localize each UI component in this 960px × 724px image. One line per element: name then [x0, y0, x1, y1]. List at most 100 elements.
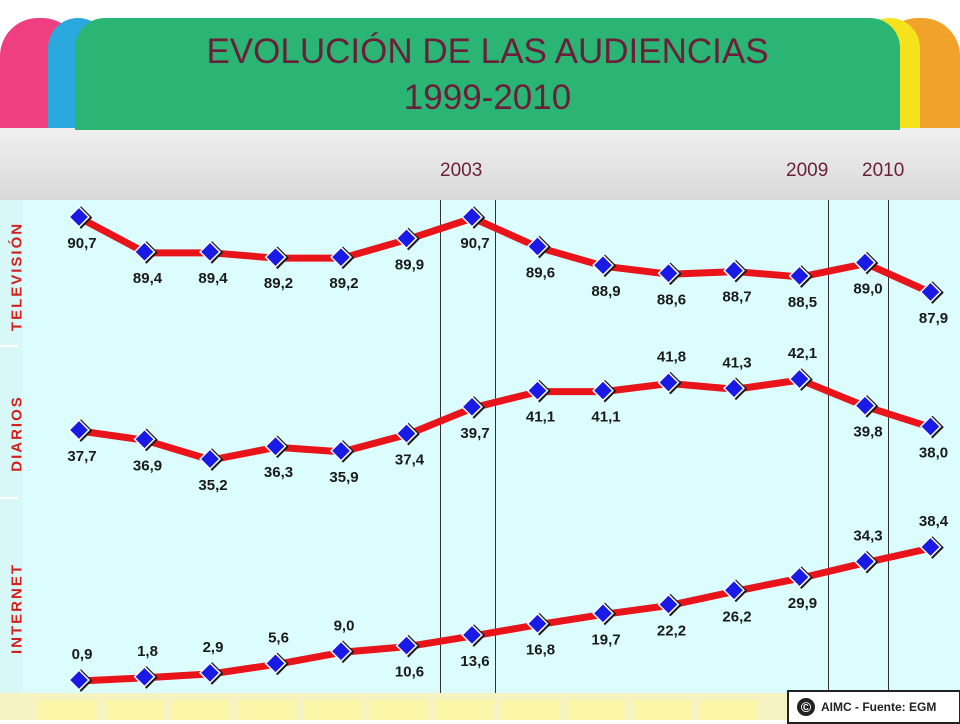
data-point — [395, 422, 418, 445]
data-point — [199, 240, 221, 263]
series-line-internet — [79, 544, 933, 685]
strip-divider — [0, 497, 18, 499]
data-label: 16,8 — [526, 642, 555, 659]
data-point — [264, 246, 287, 269]
data-point — [788, 264, 811, 287]
copyright-icon: © — [797, 698, 815, 716]
data-label: 38,0 — [919, 445, 948, 462]
data-label: 1,8 — [137, 643, 158, 660]
data-point — [330, 246, 352, 269]
data-point — [919, 415, 942, 438]
data-label: 36,9 — [133, 457, 162, 474]
data-point — [526, 612, 549, 635]
data-label: 0,9 — [72, 646, 93, 663]
data-point — [133, 665, 156, 688]
data-label: 41,3 — [722, 354, 751, 371]
year-marker-2003: 2003 — [440, 160, 483, 181]
data-label: 42,1 — [788, 345, 817, 362]
data-label: 87,9 — [919, 310, 948, 327]
strip-divider — [0, 345, 18, 347]
data-point — [526, 379, 549, 402]
data-point — [592, 379, 614, 402]
data-point — [461, 395, 483, 418]
data-point — [723, 377, 745, 400]
data-label: 89,6 — [526, 264, 555, 281]
data-label: 10,6 — [395, 664, 424, 681]
data-point — [788, 566, 811, 589]
data-label: 41,1 — [526, 409, 555, 426]
data-point — [854, 550, 876, 573]
data-label: 37,7 — [67, 448, 96, 465]
data-label: 37,4 — [395, 451, 425, 468]
series-line-diarios — [79, 376, 933, 464]
title-header: EVOLUCIÓN DE LAS AUDIENCIAS 1999-2010 — [75, 18, 900, 130]
data-point — [788, 368, 811, 390]
footer-block — [38, 700, 98, 720]
data-label: 89,9 — [395, 256, 424, 273]
section-label-strip — [0, 200, 22, 693]
footer-block — [106, 700, 164, 720]
data-label: 88,5 — [788, 294, 817, 311]
chart-title-line1: EVOLUCIÓN DE LAS AUDIENCIAS — [206, 32, 769, 71]
data-label: 88,9 — [591, 283, 620, 300]
data-point — [657, 593, 680, 616]
separator-2003-left — [440, 200, 441, 693]
data-point — [133, 240, 156, 263]
year-marker-2009: 2009 — [786, 160, 829, 181]
data-label: 88,6 — [657, 291, 686, 308]
data-label: 39,7 — [460, 425, 489, 442]
data-point — [330, 640, 352, 663]
data-point — [395, 634, 418, 657]
data-point — [723, 579, 745, 602]
footer-block — [568, 700, 626, 720]
data-label: 26,2 — [722, 608, 751, 625]
data-label: 9,0 — [334, 617, 355, 634]
data-label: 36,3 — [264, 464, 293, 481]
data-point — [461, 206, 483, 228]
data-label: 90,7 — [460, 235, 489, 252]
data-label: 35,9 — [329, 469, 358, 486]
footer-block — [502, 700, 560, 720]
data-label: 88,7 — [722, 289, 751, 306]
separator-2009 — [828, 200, 829, 693]
source-credit: © AIMC - Fuente: EGM — [787, 690, 960, 724]
data-label: 41,8 — [657, 348, 686, 365]
source-credit-text: AIMC - Fuente: EGM — [821, 700, 937, 714]
data-label: 34,3 — [853, 528, 882, 545]
data-label: 89,4 — [198, 270, 228, 287]
data-label: 89,0 — [853, 281, 882, 298]
data-point — [395, 227, 418, 250]
data-label: 5,6 — [268, 629, 289, 646]
data-point — [592, 602, 614, 625]
data-label: 19,7 — [591, 631, 620, 648]
footer-block — [172, 700, 230, 720]
data-point — [133, 428, 156, 451]
data-point — [919, 281, 942, 303]
data-label: 90,7 — [67, 235, 96, 252]
separator-2010 — [888, 200, 889, 693]
separator-2003-right — [495, 200, 496, 693]
data-label: 22,2 — [657, 622, 686, 639]
data-label: 89,2 — [264, 275, 293, 292]
data-label: 29,9 — [788, 595, 817, 612]
data-point — [330, 439, 352, 462]
footer-block — [370, 700, 428, 720]
data-point — [199, 448, 221, 470]
data-point — [68, 419, 90, 441]
data-point — [657, 262, 680, 285]
data-point — [723, 259, 745, 282]
footer-block — [700, 700, 758, 720]
footer-block — [238, 700, 296, 720]
data-point — [264, 435, 287, 458]
data-point — [592, 254, 614, 277]
data-point — [264, 652, 287, 675]
footer-block — [436, 700, 494, 720]
data-label: 89,4 — [133, 270, 163, 287]
footer-block — [304, 700, 362, 720]
data-label: 35,2 — [198, 477, 227, 494]
data-point — [854, 251, 876, 274]
chart-title-line2: 1999-2010 — [403, 78, 572, 117]
data-point — [461, 623, 483, 646]
footer-block — [634, 700, 692, 720]
